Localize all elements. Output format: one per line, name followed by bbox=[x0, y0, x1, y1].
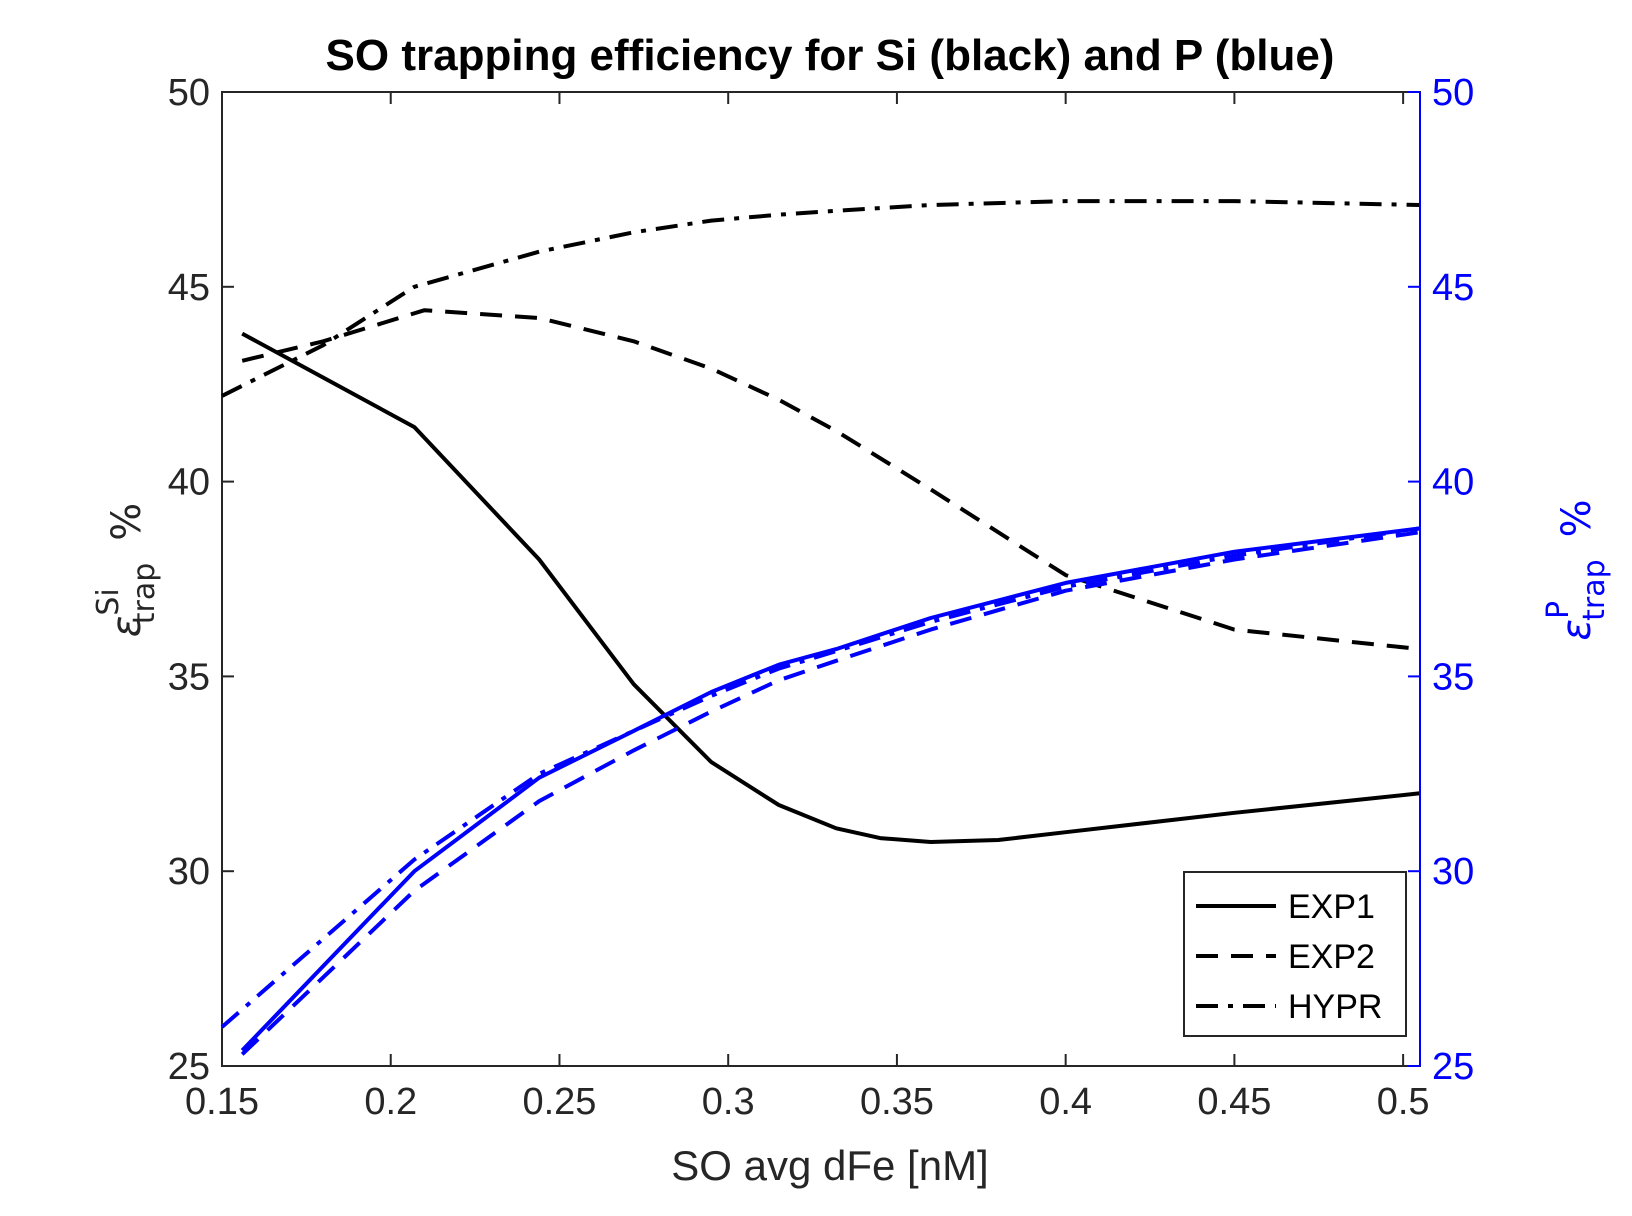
x-axis: 0.15 0.2 0.25 0.3 0.35 0.4 0.45 0.5 bbox=[185, 92, 1430, 1123]
chart-title: SO trapping efficiency for Si (black) an… bbox=[326, 31, 1335, 80]
legend-label: HYPR bbox=[1288, 988, 1382, 1026]
y-right-sup: P bbox=[1541, 601, 1576, 619]
y-left-tick-label: 45 bbox=[168, 267, 210, 309]
y-left-tick-label: 35 bbox=[168, 656, 210, 698]
x-tick-label: 0.45 bbox=[1197, 1081, 1271, 1123]
y-left-symbol: ε bbox=[104, 616, 150, 638]
y-left-tick-label: 50 bbox=[168, 72, 210, 114]
y-right-tick-label: 35 bbox=[1432, 656, 1474, 698]
legend-label: EXP2 bbox=[1288, 938, 1375, 976]
series-line-p-dashdot bbox=[220, 526, 1421, 1029]
x-tick-label: 0.15 bbox=[185, 1081, 259, 1123]
plot-area bbox=[220, 91, 1421, 1067]
y-left-tick-label: 25 bbox=[168, 1046, 210, 1088]
x-tick-label: 0.35 bbox=[860, 1081, 934, 1123]
y-left-unit: % bbox=[104, 503, 150, 541]
x-axis-label: SO avg dFe [nM] bbox=[671, 1142, 988, 1189]
y-right-tick-label: 30 bbox=[1432, 851, 1474, 893]
series-line-si-dashdot bbox=[221, 199, 1421, 398]
x-tick-label: 0.4 bbox=[1039, 1081, 1092, 1123]
y-right-tick-label: 25 bbox=[1432, 1046, 1474, 1088]
y-left-tick-label: 40 bbox=[168, 462, 210, 504]
series-line-si-solid bbox=[241, 331, 1421, 844]
legend-box bbox=[1183, 871, 1407, 1037]
x-tick-label: 0.5 bbox=[1377, 1081, 1430, 1123]
y-right-sub: trap bbox=[1577, 559, 1612, 621]
y-right-tick-label: 50 bbox=[1432, 72, 1474, 114]
y-left-tick-label: 30 bbox=[168, 851, 210, 893]
y-left-sub: trap bbox=[127, 563, 162, 625]
y-axis-right-label: εPtrap% bbox=[1541, 499, 1612, 640]
y-axis-left-label: εSitrap% bbox=[91, 503, 162, 638]
y-left-sup: Si bbox=[91, 588, 126, 615]
y-right-unit: % bbox=[1554, 499, 1600, 537]
series-line-si-dashed bbox=[241, 308, 1421, 652]
x-tick-label: 0.3 bbox=[702, 1081, 755, 1123]
y-axis-left: 25 30 35 40 45 50 bbox=[168, 72, 234, 1088]
x-tick-label: 0.25 bbox=[522, 1081, 596, 1123]
legend: EXP1 EXP2 HYPR bbox=[1183, 871, 1407, 1037]
series-layer bbox=[220, 199, 1421, 1056]
x-tick-label: 0.2 bbox=[364, 1081, 417, 1123]
y-right-tick-label: 40 bbox=[1432, 462, 1474, 504]
series-line-p-dashed bbox=[240, 530, 1421, 1056]
series-line-p-solid bbox=[240, 526, 1421, 1052]
legend-label: EXP1 bbox=[1288, 888, 1375, 926]
y-right-symbol: ε bbox=[1554, 619, 1600, 641]
y-axis-right: 25 30 35 40 45 50 bbox=[1408, 72, 1474, 1088]
y-right-tick-label: 45 bbox=[1432, 267, 1474, 309]
